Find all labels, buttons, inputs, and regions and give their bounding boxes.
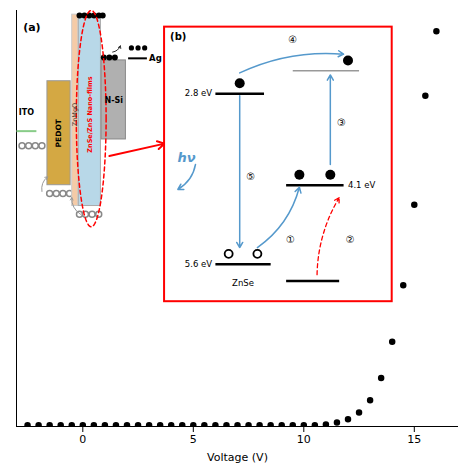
svg-text:5: 5 bbox=[190, 433, 197, 446]
svg-text:(b): (b) bbox=[170, 31, 186, 42]
svg-text:N-Si: N-Si bbox=[104, 96, 123, 105]
svg-text:4.1 eV: 4.1 eV bbox=[348, 180, 375, 190]
svg-text:0: 0 bbox=[79, 433, 86, 446]
svg-text:ZnSe: ZnSe bbox=[232, 278, 254, 288]
svg-text:(a): (a) bbox=[23, 21, 40, 34]
svg-text:5.6 eV: 5.6 eV bbox=[185, 259, 212, 269]
svg-text:10: 10 bbox=[297, 433, 311, 446]
svg-text:15: 15 bbox=[407, 433, 421, 446]
svg-text:Ag: Ag bbox=[149, 53, 162, 63]
svg-text:ZnMgO: ZnMgO bbox=[71, 103, 79, 126]
svg-text:③: ③ bbox=[337, 117, 346, 128]
svg-text:ZnSe/ZnS Nano-films: ZnSe/ZnS Nano-films bbox=[86, 76, 94, 153]
svg-text:⑤: ⑤ bbox=[246, 171, 255, 182]
svg-text:④: ④ bbox=[288, 34, 297, 45]
svg-text:PEDOT: PEDOT bbox=[54, 118, 63, 147]
svg-text:ITO: ITO bbox=[19, 108, 34, 117]
svg-text:Voltage (V): Voltage (V) bbox=[207, 451, 268, 464]
svg-text:2.8 eV: 2.8 eV bbox=[185, 88, 212, 98]
svg-text:②: ② bbox=[346, 234, 355, 245]
svg-text:①: ① bbox=[286, 234, 295, 245]
svg-text:hν: hν bbox=[178, 150, 196, 165]
